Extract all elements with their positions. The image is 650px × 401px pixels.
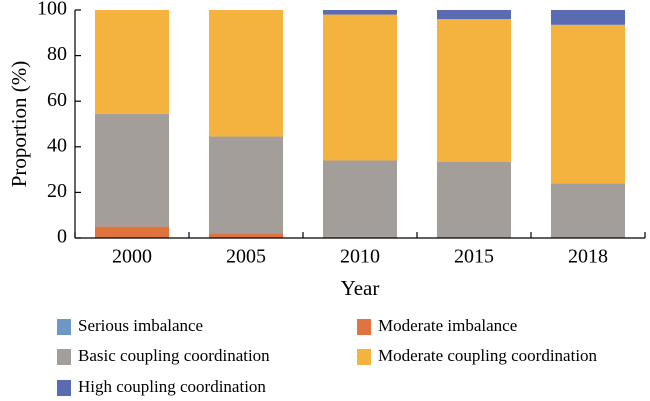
y-tick-label: 80 [47, 43, 67, 65]
bar-segment-2015-series-3 [437, 19, 511, 162]
y-tick-label: 20 [47, 180, 67, 202]
bar-segment-2005-series-2 [209, 136, 283, 234]
bar-segment-2000-series-2 [95, 113, 169, 227]
bar-segment-2010-series-4 [323, 10, 397, 15]
legend-label: Basic coupling coordination [78, 346, 270, 365]
legend-swatch [357, 349, 371, 365]
y-tick-label: 60 [47, 89, 67, 111]
x-axis-title: Year [341, 276, 380, 300]
bar-segment-2005-series-1 [209, 233, 283, 238]
x-tick-label: 2000 [112, 246, 152, 268]
x-tick-label: 2005 [226, 246, 266, 268]
bars-layer [95, 10, 625, 238]
legend-label: Moderate coupling coordination [378, 346, 598, 365]
bar-segment-2000-series-3 [95, 10, 169, 114]
x-tick-label: 2010 [340, 246, 380, 268]
bar-segment-2010-series-3 [323, 14, 397, 161]
bar-segment-2018-series-4 [551, 10, 625, 25]
y-tick-label: 0 [57, 226, 67, 248]
y-tick-label: 40 [47, 134, 67, 156]
legend-swatch [57, 349, 71, 365]
legend-swatch [357, 319, 371, 335]
x-tick-label: 2015 [454, 246, 494, 268]
legend: Serious imbalance Moderate imbalance Basic… [57, 316, 598, 396]
legend-label: High coupling coordination [78, 377, 266, 396]
y-tick-label: 100 [37, 0, 67, 20]
bar-segment-2018-series-3 [551, 24, 625, 184]
x-axis-ticks: 2000 2005 2010 2015 2018 [74, 232, 646, 268]
legend-label: Moderate imbalance [378, 316, 517, 335]
legend-label: Serious imbalance [78, 316, 203, 335]
bar-segment-2000-series-1 [95, 226, 169, 238]
bar-segment-2010-series-2 [323, 160, 397, 237]
y-axis-title: Proportion (%) [7, 61, 31, 188]
bar-segment-2018-series-2 [551, 183, 625, 238]
bar-segment-2015-series-2 [437, 161, 511, 238]
legend-swatch [57, 319, 71, 335]
bar-segment-2005-series-3 [209, 10, 283, 137]
x-tick-label: 2018 [568, 246, 608, 268]
bar-segment-2015-series-4 [437, 10, 511, 20]
legend-swatch [57, 380, 71, 396]
y-axis-ticks: 0 20 40 60 80 100 [37, 0, 81, 248]
